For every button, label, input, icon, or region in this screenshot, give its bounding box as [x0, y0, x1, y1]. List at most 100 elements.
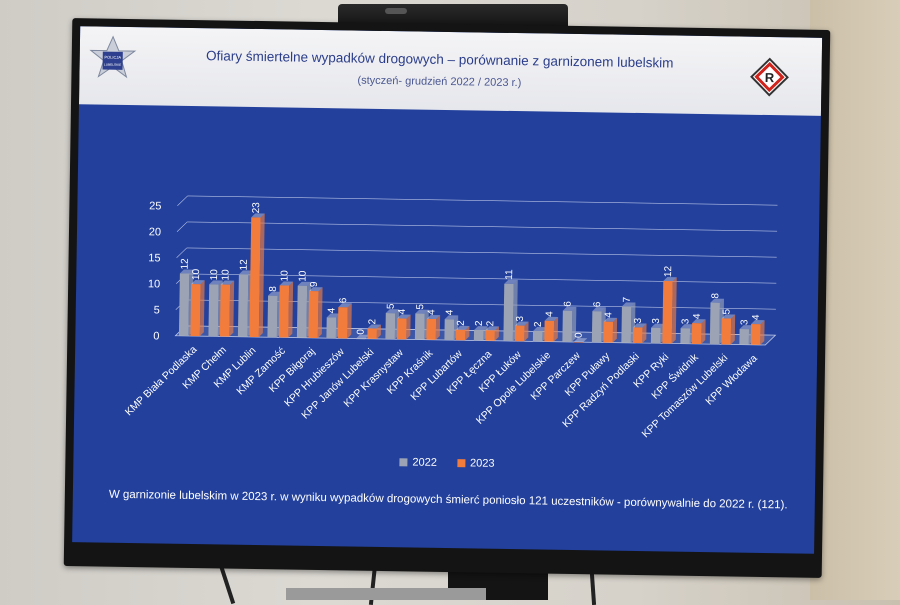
bar-2022-value-label: 3: [680, 318, 691, 324]
bar-2023-value-label: 4: [751, 314, 762, 320]
bar-2023-side: [524, 321, 529, 342]
bar-2022: [326, 317, 337, 339]
bar-2022: [355, 338, 366, 340]
slide-header: POLICJA LUBELSKIE Ofiary śmiertelne wypa…: [78, 26, 823, 116]
road-sign-letter: R: [765, 70, 775, 85]
y-tick-label: 20: [149, 226, 161, 238]
bar-2023: [691, 323, 702, 344]
legend-swatch-2023: [456, 459, 466, 468]
bar-2023-value-label: 2: [367, 318, 378, 324]
bar-2023-top: [397, 314, 411, 319]
bar-2023-top: [309, 287, 323, 292]
bar-2023-top: [367, 324, 381, 329]
bar-2023-side: [642, 323, 647, 344]
bar-2022-top: [385, 309, 400, 314]
gridline: [187, 221, 778, 232]
bar-2023-value-label: 4: [397, 308, 408, 314]
bar-2022-value-label: 6: [563, 301, 574, 307]
bar-2022: [739, 328, 750, 345]
bar-2023-top: [515, 321, 529, 326]
bar-2022-top: [268, 291, 282, 296]
bar-2022-value-label: 6: [592, 301, 603, 307]
bar-2023-top: [220, 280, 235, 285]
bar-2022: [208, 284, 219, 337]
bar-2023-value-label: 12: [663, 265, 674, 277]
bar-2022: [237, 274, 249, 337]
bar-2023-side: [494, 326, 499, 341]
bar-2022-value-label: 2: [474, 320, 485, 326]
bar-2022-top: [651, 323, 665, 328]
bar-2022-top: [533, 327, 547, 332]
bar-2022-value-label: 0: [356, 329, 367, 335]
bar-2023: [514, 325, 525, 342]
bar-2023: [750, 323, 761, 345]
bar-2023-top: [191, 280, 205, 285]
bar-2022-value-label: 10: [297, 270, 308, 282]
bar-2023-top: [426, 314, 441, 320]
monitor: POLICJA LUBELSKIE Ofiary śmiertelne wypa…: [63, 18, 831, 578]
gridline-depth: [176, 247, 187, 258]
bar-2023-value-label: 23: [251, 202, 262, 214]
bar-2023-side: [288, 281, 294, 338]
bar-2023-value-label: 4: [426, 309, 437, 315]
legend-label-2022: 2022: [412, 456, 437, 469]
bar-2023: [426, 318, 437, 340]
bar-2023-side: [347, 303, 352, 339]
bar-2022-top: [297, 281, 312, 286]
bar-2023-value-label: 2: [456, 320, 467, 326]
bar-2023: [337, 307, 348, 339]
bar-2023-side: [760, 320, 765, 345]
bar-2022-value-label: 11: [504, 269, 515, 280]
bar-2023: [662, 280, 673, 344]
bar-2022-top: [680, 324, 695, 329]
bar-2023-top: [751, 320, 765, 325]
shelf: [286, 588, 486, 600]
bar-2023-side: [671, 277, 677, 344]
bar-2022-value-label: 12: [239, 259, 250, 271]
bar-2022: [562, 310, 573, 342]
gridline: [186, 247, 777, 258]
road-sign-icon: R: [750, 57, 789, 97]
bar-2023-value-label: 4: [544, 311, 555, 317]
bar-2023-value-label: 10: [191, 268, 202, 280]
bar-2022-top: [474, 326, 488, 331]
bar-2023-side: [258, 213, 265, 338]
slide-title: Ofiary śmiertelne wypadków drogowych – p…: [205, 48, 674, 71]
bar-2022: [473, 330, 484, 341]
gridline-depth: [177, 195, 188, 206]
bar-2022-value-label: 7: [622, 296, 633, 302]
bar-2022-value-label: 4: [444, 309, 455, 315]
bar-2023: [278, 285, 290, 338]
bar-2023-top: [633, 323, 647, 328]
y-tick-label: 0: [153, 330, 159, 342]
bar-2023-side: [199, 280, 205, 337]
bar-2022-value-label: 8: [268, 286, 279, 292]
bar-2022-top: [739, 325, 754, 330]
bar-2023-value-label: 2: [485, 320, 496, 326]
bar-2023-top: [603, 317, 618, 322]
bar-2022: [178, 273, 190, 336]
bar-2023-side: [229, 280, 235, 337]
police-star-logo: POLICJA LUBELSKIE: [89, 35, 137, 79]
bar-2023: [573, 341, 584, 343]
bar-2023: [603, 321, 614, 343]
bar-2022: [296, 285, 308, 338]
bar-2022: [621, 306, 632, 343]
bar-2022-value-label: 3: [651, 318, 662, 324]
bar-2023-top: [455, 325, 470, 330]
gridline: [187, 195, 778, 206]
bar-2023: [721, 318, 732, 345]
bar-2023: [367, 328, 377, 339]
bar-2023-side: [612, 317, 618, 343]
bar-2022: [414, 313, 425, 340]
bar-2022-value-label: 12: [180, 258, 191, 270]
bar-2023: [544, 320, 555, 342]
bar-2023-top: [692, 319, 706, 324]
chart-legend: 2022 2023: [399, 456, 495, 470]
bar-2023-top: [338, 303, 352, 308]
bar-2023-value-label: 4: [692, 313, 703, 319]
bar-2022-value-label: 8: [710, 293, 721, 299]
bar-2023-side: [376, 324, 381, 339]
bar-2023: [396, 318, 407, 340]
